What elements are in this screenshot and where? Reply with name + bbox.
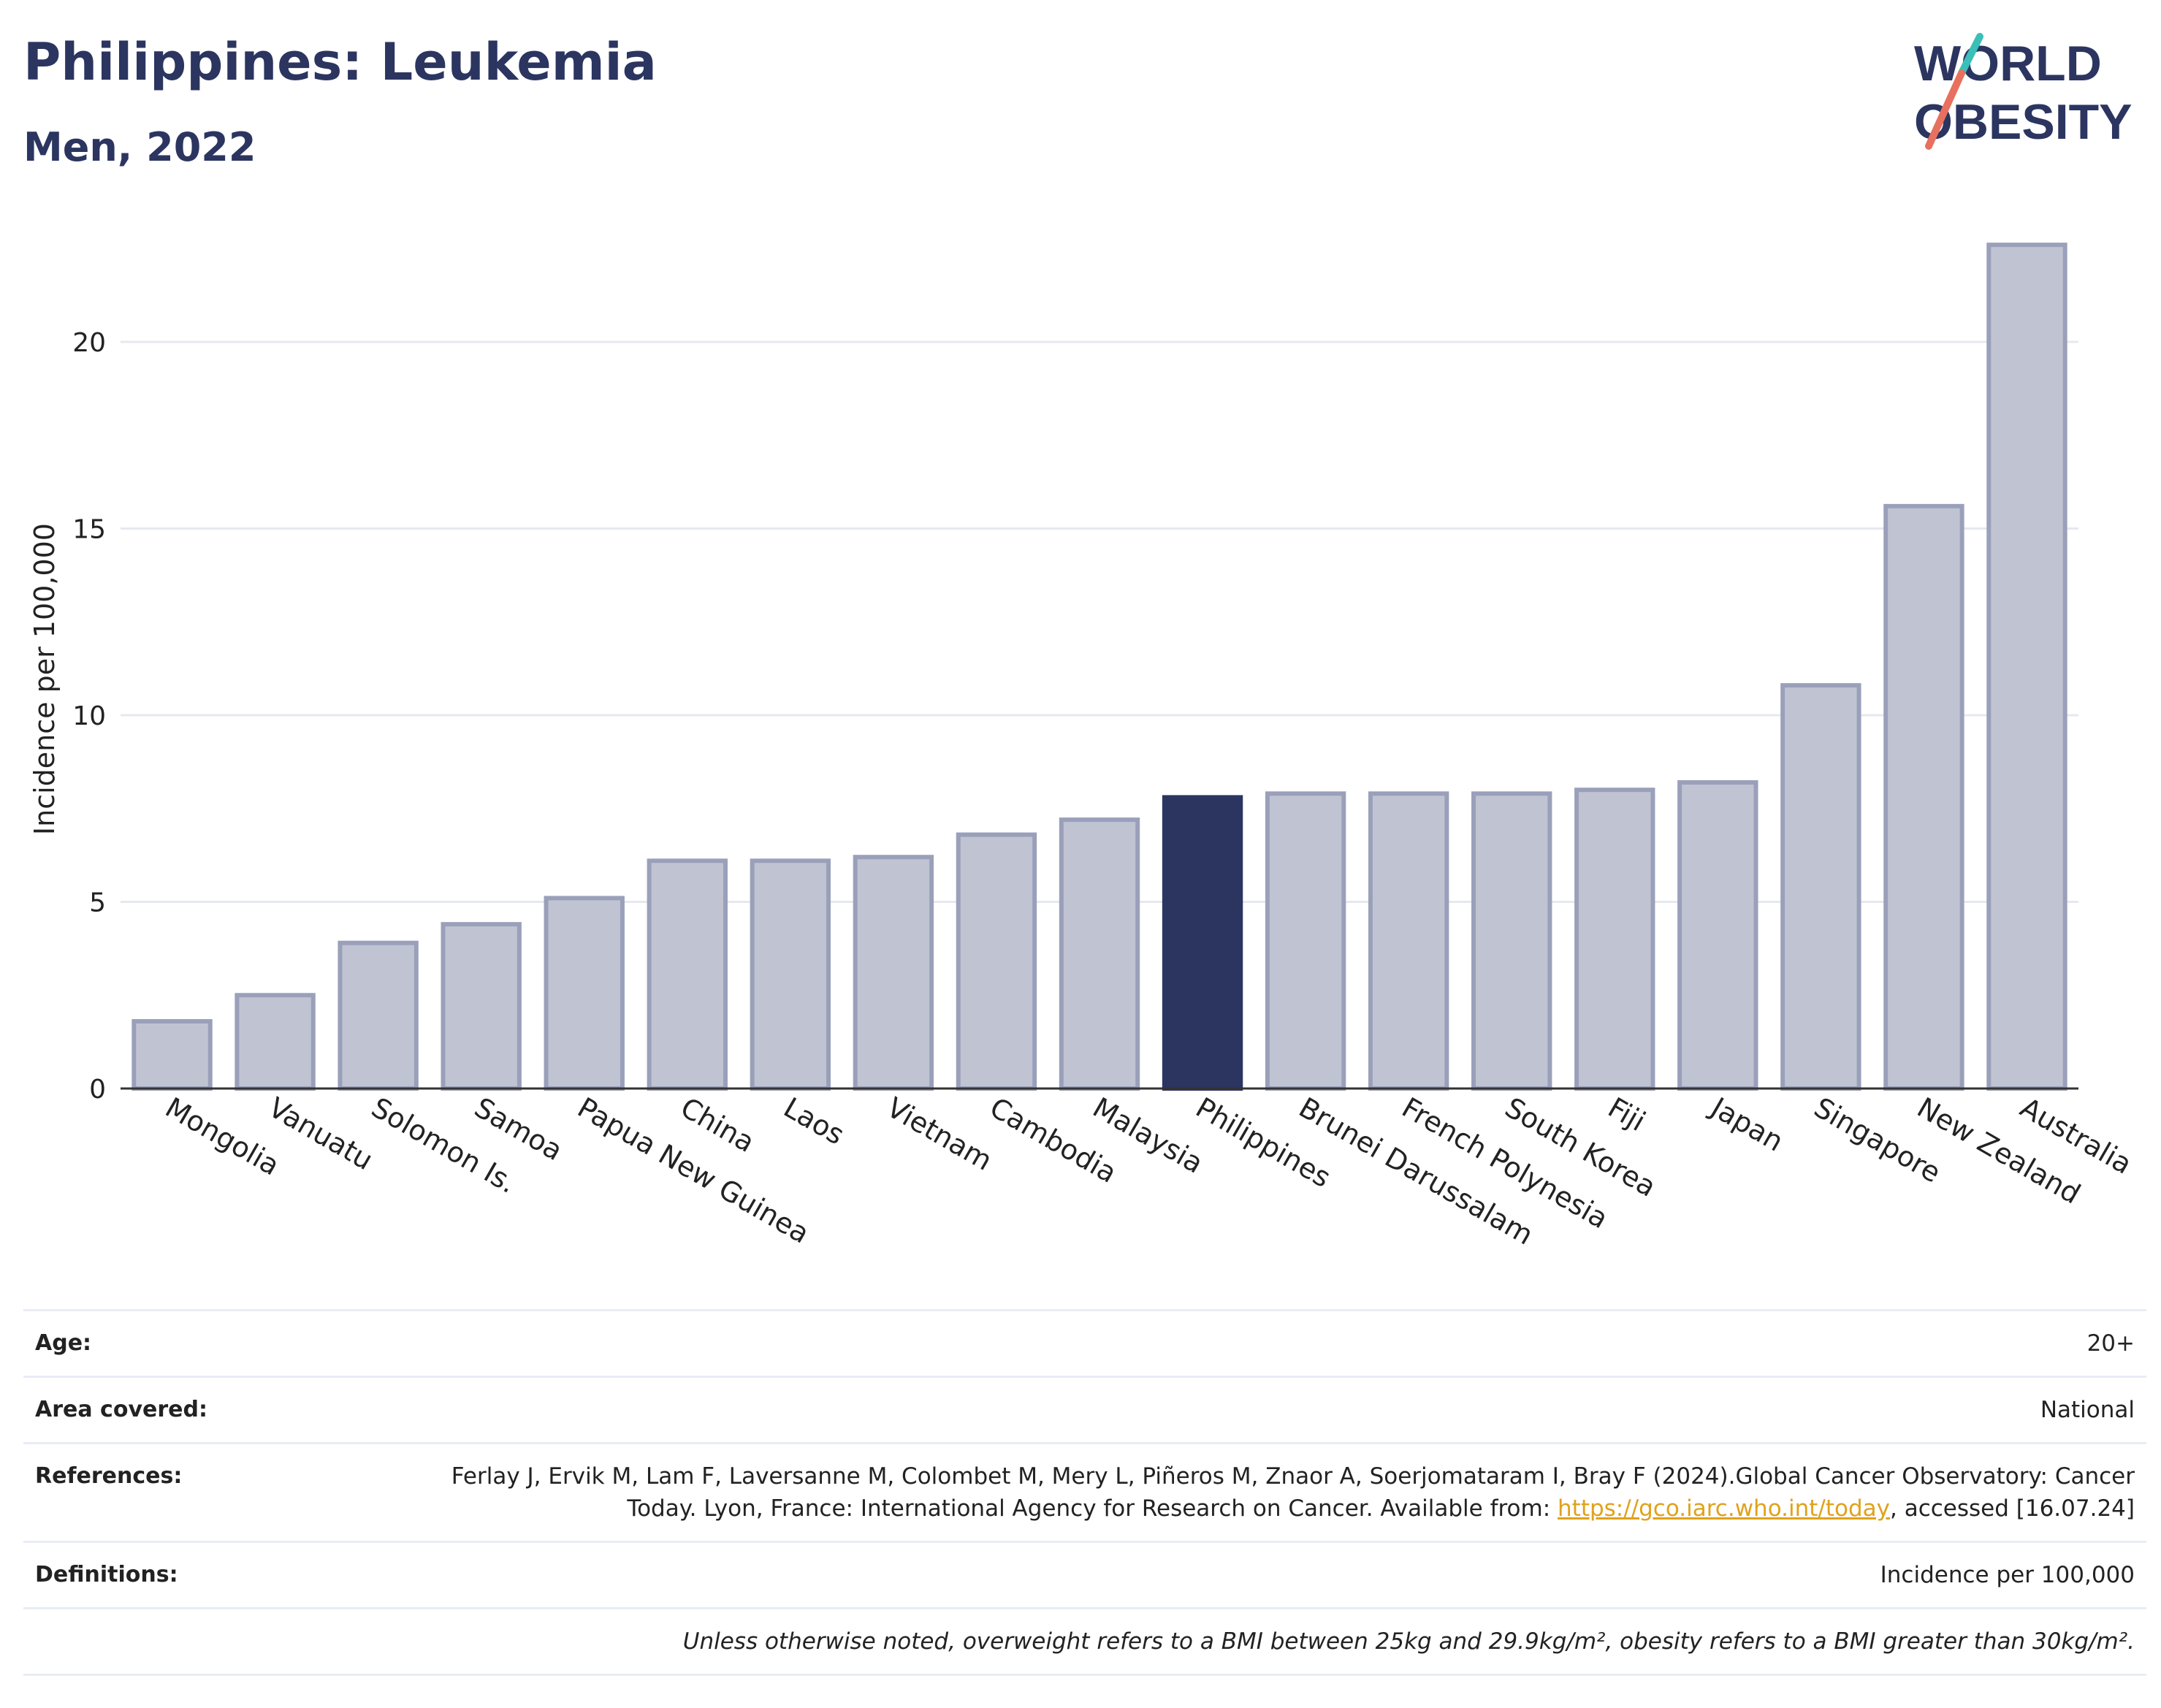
x-tick-label: Japan <box>1704 1091 1789 1158</box>
meta-row-area: Area covered: National <box>23 1376 2146 1442</box>
y-tick-label: 15 <box>72 515 106 545</box>
x-tick-label: Vietnam <box>881 1091 997 1177</box>
metadata-table: Age: 20+ Area covered: National Referenc… <box>23 1309 2146 1676</box>
y-axis-label: Incidence per 100,000 <box>28 523 61 835</box>
bar <box>1059 817 1140 1091</box>
bmi-note: Unless otherwise noted, overweight refer… <box>682 1628 2135 1655</box>
bar <box>1883 503 1964 1091</box>
bar <box>956 832 1037 1091</box>
world-obesity-logo: WORLD OBESITY <box>1914 33 2133 150</box>
bar <box>1162 795 1243 1091</box>
references-label: References: <box>35 1463 183 1489</box>
area-label: Area covered: <box>35 1397 207 1422</box>
bar <box>750 858 831 1091</box>
y-tick-label: 20 <box>72 328 106 358</box>
bar <box>1471 791 1552 1091</box>
y-tick-label: 10 <box>72 701 106 731</box>
chart-title: Philippines: Leukemia <box>23 32 657 92</box>
meta-row-definitions: Definitions: Incidence per 100,000 <box>23 1541 2146 1607</box>
x-tick-label: Mongolia <box>160 1091 285 1182</box>
references-text: Ferlay J, Ervik M, Lam F, Laversanne M, … <box>451 1463 2135 1522</box>
bar <box>1574 788 1655 1091</box>
meta-row-references: References: Ferlay J, Ervik M, Lam F, La… <box>23 1442 2146 1541</box>
area-value: National <box>2040 1397 2135 1423</box>
definitions-value: Incidence per 100,000 <box>1880 1562 2135 1588</box>
x-tick-label: Vanuatu <box>263 1091 378 1176</box>
bar-chart: 0 5 10 15 20 Incidence per 100,000 MongoliaVan… <box>28 243 2138 1251</box>
bar <box>1368 791 1449 1091</box>
bar <box>338 940 419 1091</box>
bar <box>1265 791 1346 1091</box>
references-link[interactable]: https://gco.iarc.who.int/today <box>1558 1495 1890 1522</box>
bar <box>441 922 522 1091</box>
age-value: 20+ <box>2086 1330 2135 1357</box>
bar <box>647 858 728 1091</box>
x-tick-label: Fiji <box>1603 1091 1651 1137</box>
references-value: Ferlay J, Ervik M, Lam F, Laversanne M, … <box>381 1460 2135 1525</box>
definitions-label: Definitions: <box>35 1562 178 1587</box>
logo-line1: WORLD <box>1914 36 2102 91</box>
y-tick-label: 0 <box>89 1075 106 1105</box>
bar <box>235 993 316 1091</box>
age-label: Age: <box>35 1330 92 1356</box>
references-suffix: , accessed [16.07.24] <box>1889 1495 2135 1522</box>
bar <box>1986 243 2067 1091</box>
bar <box>544 896 625 1091</box>
chart-subtitle: Men, 2022 <box>23 124 256 170</box>
bar <box>853 855 934 1091</box>
x-tick-label: Laos <box>778 1091 850 1151</box>
bar <box>132 1019 213 1091</box>
meta-row-note: Unless otherwise noted, overweight refer… <box>23 1607 2146 1676</box>
meta-row-age: Age: 20+ <box>23 1309 2146 1376</box>
y-tick-label: 5 <box>89 888 106 918</box>
bar <box>1780 683 1861 1091</box>
bar <box>1677 779 1758 1091</box>
